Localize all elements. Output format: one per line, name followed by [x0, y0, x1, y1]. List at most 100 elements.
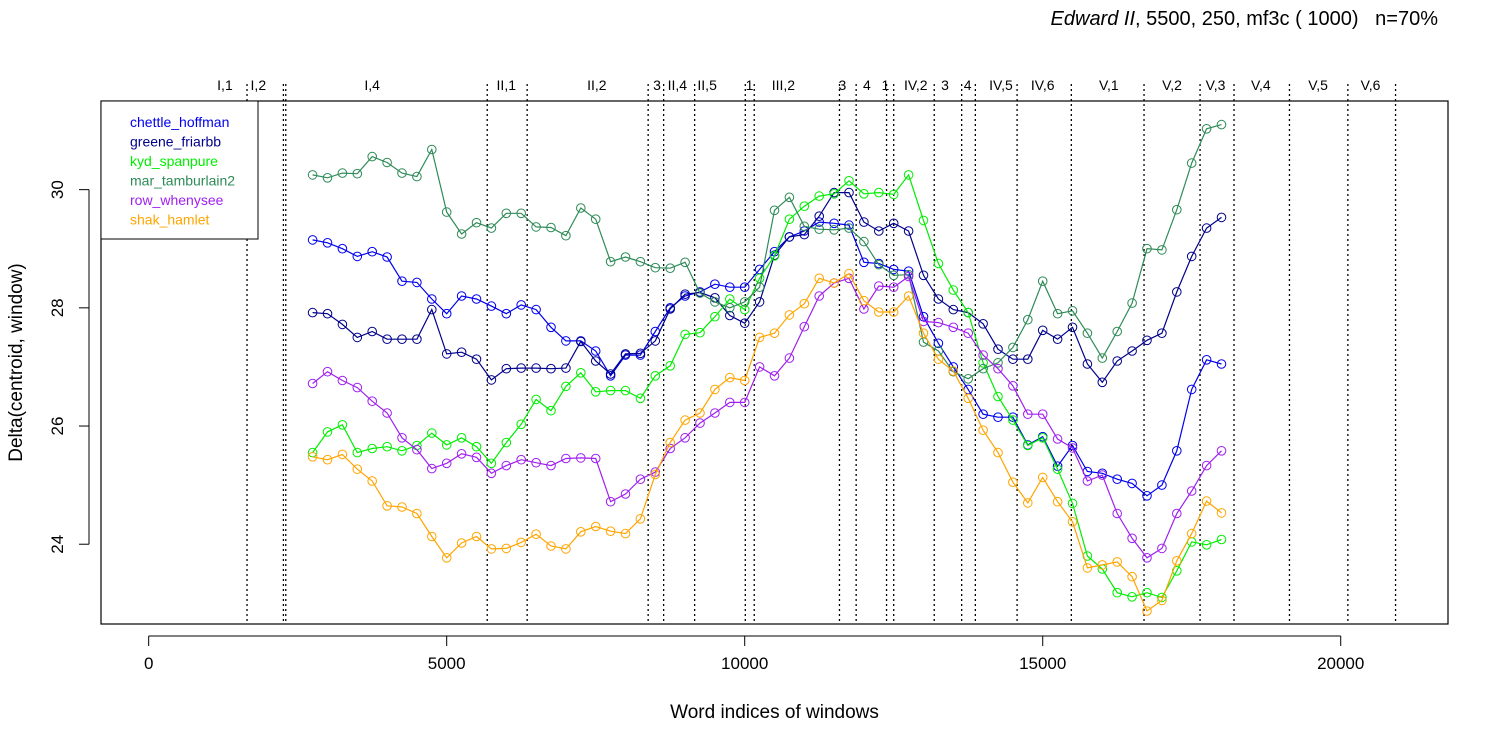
point-greene_friarbb-7 — [412, 334, 422, 345]
point-row_whenysee-27 — [710, 408, 720, 418]
point-kyd_spanpure-23 — [650, 371, 661, 381]
point-greene_friarbb-14 — [516, 363, 527, 373]
point-kyd_spanpure-48 — [1023, 440, 1033, 451]
y-tick-label-0: 24 — [48, 535, 67, 554]
point-shak_hamlet-45 — [978, 425, 988, 436]
point-mar_tamburlain2-29 — [739, 297, 750, 307]
point-greene_friarbb-36 — [844, 187, 854, 198]
x-tick-label-2: 10000 — [721, 654, 768, 673]
series-greene_friarbb — [307, 187, 1227, 388]
point-mar_tamburlain2-23 — [650, 262, 661, 273]
point-mar_tamburlain2-56 — [1142, 243, 1152, 254]
point-row_whenysee-5 — [382, 408, 392, 418]
point-shak_hamlet-52 — [1082, 563, 1093, 573]
point-row_whenysee-56 — [1142, 553, 1152, 563]
point-row_whenysee-19 — [590, 453, 601, 464]
point-greene_friarbb-49 — [1037, 325, 1048, 336]
point-kyd_spanpure-26 — [695, 327, 705, 338]
point-row_whenysee-43 — [948, 322, 959, 333]
point-mar_tamburlain2-61 — [1216, 119, 1227, 130]
point-mar_tamburlain2-25 — [680, 257, 690, 268]
point-mar_tamburlain2-10 — [456, 229, 467, 239]
point-mar_tamburlain2-54 — [1112, 326, 1122, 337]
point-shak_hamlet-43 — [948, 366, 959, 376]
point-mar_tamburlain2-52 — [1082, 328, 1093, 339]
scene-label-8: 1 — [746, 77, 754, 93]
point-shak_hamlet-35 — [829, 278, 839, 288]
point-chettle_hoffman-60 — [1201, 355, 1212, 365]
legend-entry-greene_friarbb: greene_friarbb — [130, 134, 221, 150]
point-mar_tamburlain2-45 — [978, 363, 988, 374]
point-row_whenysee-0 — [307, 378, 318, 389]
point-chettle_hoffman-9 — [441, 308, 452, 319]
point-shak_hamlet-39 — [888, 307, 899, 317]
point-greene_friarbb-25 — [680, 289, 690, 300]
point-chettle_hoffman-10 — [456, 291, 467, 301]
point-row_whenysee-25 — [680, 433, 690, 443]
point-mar_tamburlain2-36 — [844, 223, 854, 233]
point-row_whenysee-50 — [1052, 434, 1063, 444]
scene-label-23: V,6 — [1361, 77, 1381, 93]
point-greene_friarbb-56 — [1142, 335, 1152, 346]
scene-label-21: V,4 — [1251, 77, 1271, 93]
point-row_whenysee-17 — [561, 453, 571, 464]
point-row_whenysee-57 — [1157, 543, 1167, 554]
point-greene_friarbb-52 — [1082, 359, 1093, 369]
point-row_whenysee-29 — [739, 397, 750, 408]
series-lines — [307, 119, 1227, 616]
point-kyd_spanpure-10 — [456, 433, 467, 443]
point-chettle_hoffman-5 — [382, 252, 392, 262]
point-mar_tamburlain2-47 — [1008, 342, 1018, 353]
point-chettle_hoffman-8 — [427, 294, 437, 304]
point-greene_friarbb-41 — [918, 270, 929, 281]
point-greene_friarbb-45 — [978, 319, 988, 329]
point-kyd_spanpure-2 — [337, 420, 348, 430]
point-mar_tamburlain2-31 — [769, 205, 780, 216]
point-mar_tamburlain2-30 — [754, 282, 765, 293]
scene-label-3: II,1 — [497, 77, 517, 93]
point-shak_hamlet-50 — [1052, 496, 1063, 507]
point-shak_hamlet-40 — [903, 291, 914, 301]
point-greene_friarbb-5 — [382, 334, 392, 345]
point-greene_friarbb-24 — [665, 304, 676, 314]
point-shak_hamlet-25 — [680, 415, 690, 425]
title-params: , 5500, 250, mf3c ( 1000) — [1135, 8, 1359, 30]
point-kyd_spanpure-16 — [546, 405, 556, 416]
point-kyd_spanpure-3 — [352, 447, 363, 458]
point-shak_hamlet-13 — [501, 543, 512, 554]
point-shak_hamlet-18 — [576, 527, 586, 537]
point-shak_hamlet-46 — [993, 447, 1003, 458]
point-kyd_spanpure-44 — [963, 307, 974, 318]
scene-label-10: 3 — [839, 77, 847, 93]
point-kyd_spanpure-37 — [859, 189, 869, 199]
point-mar_tamburlain2-0 — [307, 170, 318, 180]
point-shak_hamlet-3 — [352, 464, 363, 475]
point-shak_hamlet-56 — [1142, 606, 1152, 616]
point-greene_friarbb-42 — [933, 294, 944, 304]
point-mar_tamburlain2-14 — [516, 208, 527, 219]
point-kyd_spanpure-4 — [367, 443, 378, 454]
legend-entry-shak_hamlet: shak_hamlet — [130, 212, 209, 228]
point-kyd_spanpure-60 — [1201, 540, 1212, 550]
point-kyd_spanpure-18 — [576, 368, 586, 378]
point-chettle_hoffman-28 — [725, 282, 735, 293]
point-row_whenysee-49 — [1037, 409, 1048, 420]
point-mar_tamburlain2-1 — [322, 173, 333, 183]
point-shak_hamlet-33 — [799, 298, 810, 309]
point-chettle_hoffman-1 — [322, 238, 333, 248]
point-row_whenysee-12 — [486, 468, 497, 479]
point-kyd_spanpure-38 — [874, 187, 884, 198]
point-chettle_hoffman-7 — [412, 277, 422, 288]
point-shak_hamlet-4 — [367, 476, 378, 486]
point-kyd_spanpure-8 — [427, 428, 437, 438]
point-chettle_hoffman-19 — [590, 346, 601, 356]
point-kyd_spanpure-46 — [993, 391, 1003, 402]
point-kyd_spanpure-21 — [620, 385, 631, 396]
point-mar_tamburlain2-46 — [993, 358, 1003, 368]
point-mar_tamburlain2-33 — [799, 221, 810, 232]
point-greene_friarbb-16 — [546, 363, 556, 374]
point-row_whenysee-23 — [650, 467, 661, 477]
point-chettle_hoffman-46 — [993, 412, 1003, 423]
point-row_whenysee-33 — [799, 321, 810, 332]
scene-labels: I,1 I,2 I,4 II,1 II,2 3 II,4 II,5 1 III,2 3 4 1 IV,2 3… — [217, 77, 1380, 93]
